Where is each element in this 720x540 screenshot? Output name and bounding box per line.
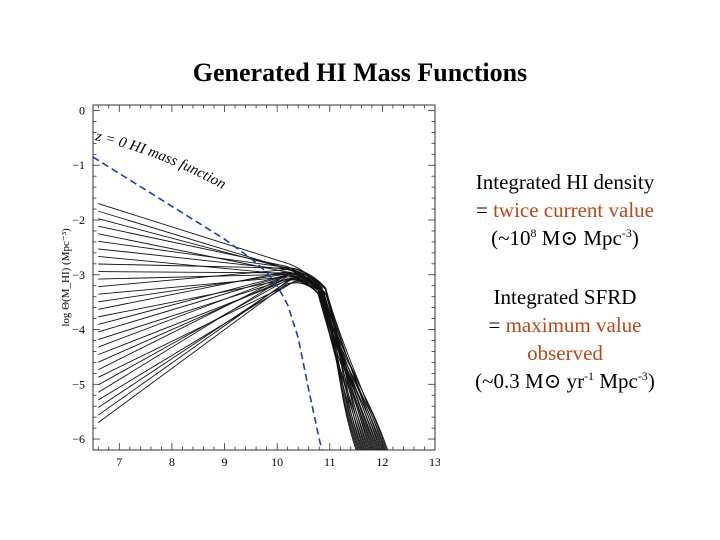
y-tick-label: −5 xyxy=(72,377,85,391)
slide-title: Generated HI Mass Functions xyxy=(192,58,528,87)
model-curves-layer xyxy=(97,203,389,450)
model-curve xyxy=(98,282,359,450)
y-tick-label: −1 xyxy=(72,158,85,172)
x-axis-label: log M_HI (M_⊙) xyxy=(225,474,304,475)
x-tick-label: 10 xyxy=(271,455,283,469)
y-tick-label: −4 xyxy=(72,323,85,337)
density-line-3: (~108 M⊙ Mpc-3) xyxy=(491,226,639,250)
model-curve xyxy=(97,282,382,450)
model-curve xyxy=(98,277,373,450)
y-tick-label: −6 xyxy=(72,432,85,446)
y-axis-label: log Θ(M_HI) (Mpc⁻³) xyxy=(60,228,72,327)
plot-frame xyxy=(92,104,436,451)
solar-mass-symbol: ⊙ xyxy=(543,369,562,393)
x-tick-label: 8 xyxy=(169,455,175,469)
density-line-2: = twice current value xyxy=(475,198,654,222)
sfrd-line-1: Integrated SFRD xyxy=(493,285,637,309)
model-curve xyxy=(98,280,369,450)
model-curve xyxy=(98,273,358,450)
model-curve xyxy=(98,276,367,450)
density-highlight: twice current value xyxy=(493,198,654,222)
axes-layer xyxy=(92,104,436,451)
model-curve xyxy=(98,268,376,450)
y-tick-label: 0 xyxy=(79,103,85,117)
y-tick-label: −2 xyxy=(72,213,85,227)
reference-curve-z0 xyxy=(93,156,323,450)
sfrd-line-4: (~0.3 M⊙ yr-1 Mpc-3) xyxy=(475,369,655,393)
integrated-hi-density-note: Integrated HI density = twice current va… xyxy=(445,168,685,252)
model-curve xyxy=(98,275,383,450)
curve-annotation: z = 0 HI mass function xyxy=(93,128,228,193)
model-curve xyxy=(98,277,377,450)
integrated-sfrd-note: Integrated SFRD = maximum value observed… xyxy=(445,283,685,395)
density-line-1: Integrated HI density xyxy=(475,170,655,194)
model-curve xyxy=(98,279,374,450)
model-curve xyxy=(98,278,379,450)
y-tick-label: −3 xyxy=(72,268,85,282)
sfrd-highlight-1: maximum value xyxy=(505,313,642,337)
x-tick-label: 7 xyxy=(116,455,122,469)
x-tick-label: 11 xyxy=(324,455,336,469)
x-tick-label: 13 xyxy=(429,455,440,469)
hi-mass-function-chart: 7 8 9 10 11 12 13 0 −1 −2 −3 −4 −5 −6 log M_HI (M_⊙) lo… xyxy=(60,103,440,475)
reference-curve-layer xyxy=(93,156,323,450)
model-curve xyxy=(98,272,371,450)
x-tick-label: 9 xyxy=(222,455,228,469)
sfrd-line-2: = maximum value xyxy=(488,313,642,337)
solar-mass-symbol: ⊙ xyxy=(560,226,579,250)
x-tick-label: 12 xyxy=(376,455,388,469)
sfrd-line-3: observed xyxy=(527,341,603,365)
